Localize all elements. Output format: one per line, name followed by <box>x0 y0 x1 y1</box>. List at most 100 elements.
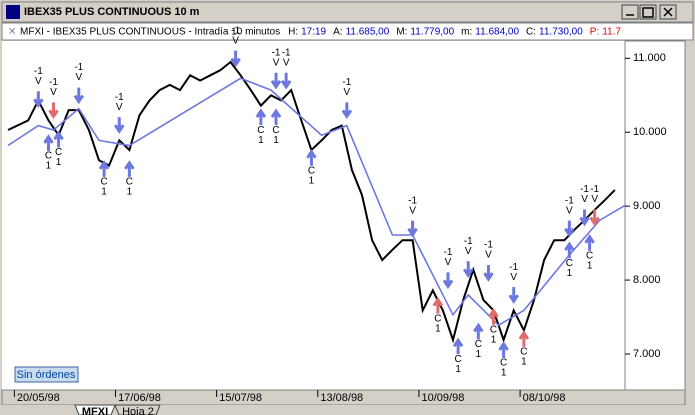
signal-arrow <box>124 160 135 177</box>
signal-label: -1 <box>115 92 124 103</box>
orders-button-label[interactable]: Sin órdenes <box>17 369 76 381</box>
signal-label: -1 <box>408 195 417 206</box>
signal-arrow <box>442 272 454 290</box>
x-tick-label: 15/07/98 <box>219 392 262 404</box>
signal-label: -1 <box>509 262 518 273</box>
signal-label: 1 <box>56 157 62 168</box>
signal-arrow <box>432 296 444 314</box>
x-tick-label: 17/06/98 <box>118 392 161 404</box>
signal-label: -1 <box>49 77 58 88</box>
scrollbar[interactable] <box>686 41 693 390</box>
signal-label: C <box>475 339 482 350</box>
chart: 7.000 8.000 9.000 10.000 11.000 20/05/98 17/06… <box>7 25 667 404</box>
signal-label: C <box>308 165 315 176</box>
signal-arrow <box>53 130 64 148</box>
price-axis <box>624 40 686 391</box>
tab[interactable] <box>74 404 116 415</box>
minimize-button[interactable] <box>621 4 639 20</box>
signal-label: 1 <box>309 175 315 186</box>
signal-label: 1 <box>46 161 52 172</box>
signal-label: 1 <box>101 187 107 198</box>
signal-label: V <box>283 57 290 68</box>
signal-label: C <box>500 358 507 369</box>
signal-arrow <box>270 108 282 126</box>
tab-label[interactable]: Hoja 2 <box>122 406 154 415</box>
signal-arrow <box>270 72 282 90</box>
signal-arrow <box>230 50 241 68</box>
y-tick-label: 11.000 <box>633 52 666 64</box>
signal-label: V <box>344 87 351 98</box>
signal-arrow <box>33 91 44 108</box>
signal-label: 1 <box>455 364 461 375</box>
info-fields: MFXI - IBEX35 PLUS CONTINUOUS - Intradía… <box>20 27 621 38</box>
signal-label: -1 <box>34 66 43 77</box>
x-tick-label: 08/10/98 <box>523 392 566 404</box>
signal-label: V <box>50 87 57 98</box>
info-label: P: <box>590 27 599 38</box>
info-value: 11.779,00 <box>410 27 454 38</box>
y-tick-label: 10.000 <box>633 126 667 138</box>
tab-strip <box>0 405 695 415</box>
signal-label: C <box>272 125 279 136</box>
signal-label: V <box>75 72 82 83</box>
plot-area <box>2 41 625 390</box>
signal-label: C <box>520 347 527 358</box>
info-value: 17:19 <box>301 27 326 38</box>
signal-arrow <box>483 264 494 282</box>
signal-arrow <box>508 287 519 304</box>
signal-label: -1 <box>282 47 291 58</box>
signal-label: 1 <box>587 260 593 271</box>
signal-label: C <box>55 147 62 158</box>
signal-label: 1 <box>258 135 264 146</box>
y-tick-label: 7.000 <box>633 348 661 360</box>
signal-arrow <box>255 108 267 126</box>
signal-arrow <box>43 134 54 152</box>
title-bar <box>1 1 694 23</box>
signal-label: -1 <box>580 184 589 195</box>
window-button-icons <box>626 7 673 18</box>
info-value: 11.7 <box>602 27 621 38</box>
tab[interactable] <box>114 404 161 415</box>
signal-label: V <box>409 205 416 216</box>
signal-arrow <box>488 308 499 325</box>
orders-button[interactable] <box>14 366 79 383</box>
signal-label: V <box>273 57 280 68</box>
signal-arrow <box>589 209 600 227</box>
signal-label: V <box>116 102 123 113</box>
signal-label: C <box>45 151 52 162</box>
x-tick-label: 10/09/98 <box>422 392 465 404</box>
signal-label: V <box>232 35 239 46</box>
signal-arrow <box>341 102 353 120</box>
signal-arrow <box>280 72 292 90</box>
signal-label: V <box>581 194 588 205</box>
signal-label: -1 <box>231 25 240 36</box>
signal-arrow <box>579 209 590 227</box>
signal-label: V <box>510 272 517 283</box>
x-tick-label: 20/05/98 <box>17 392 60 404</box>
signal-label: 1 <box>273 135 279 146</box>
window-title: IBEX35 PLUS CONTINUOUS 10 m <box>24 6 200 18</box>
signal-label: -1 <box>484 240 493 251</box>
signal-arrow <box>584 234 595 251</box>
signal-label: C <box>454 354 461 365</box>
signal-arrow <box>564 241 575 259</box>
y-tick-label: 9.000 <box>633 200 661 212</box>
signal-label: -1 <box>565 195 574 206</box>
info-label: m: <box>461 27 472 38</box>
info-label: A: <box>333 27 342 38</box>
signal-label: C <box>126 177 133 188</box>
x-tick-label: 13/08/98 <box>320 392 363 404</box>
signal-arrow <box>564 220 575 238</box>
signal-label: V <box>35 76 42 87</box>
signal-label: -1 <box>342 77 351 88</box>
signal-label: 1 <box>435 323 441 334</box>
signal-label: -1 <box>590 184 599 195</box>
tab-label[interactable]: MFXI <box>82 406 108 415</box>
signal-label: C <box>434 313 441 324</box>
info-value: 11.684,00 <box>475 27 519 38</box>
signal-arrow <box>73 87 85 105</box>
signal-label: C <box>257 125 264 136</box>
signal-label: V <box>485 250 492 261</box>
signal-label: C <box>586 250 593 261</box>
